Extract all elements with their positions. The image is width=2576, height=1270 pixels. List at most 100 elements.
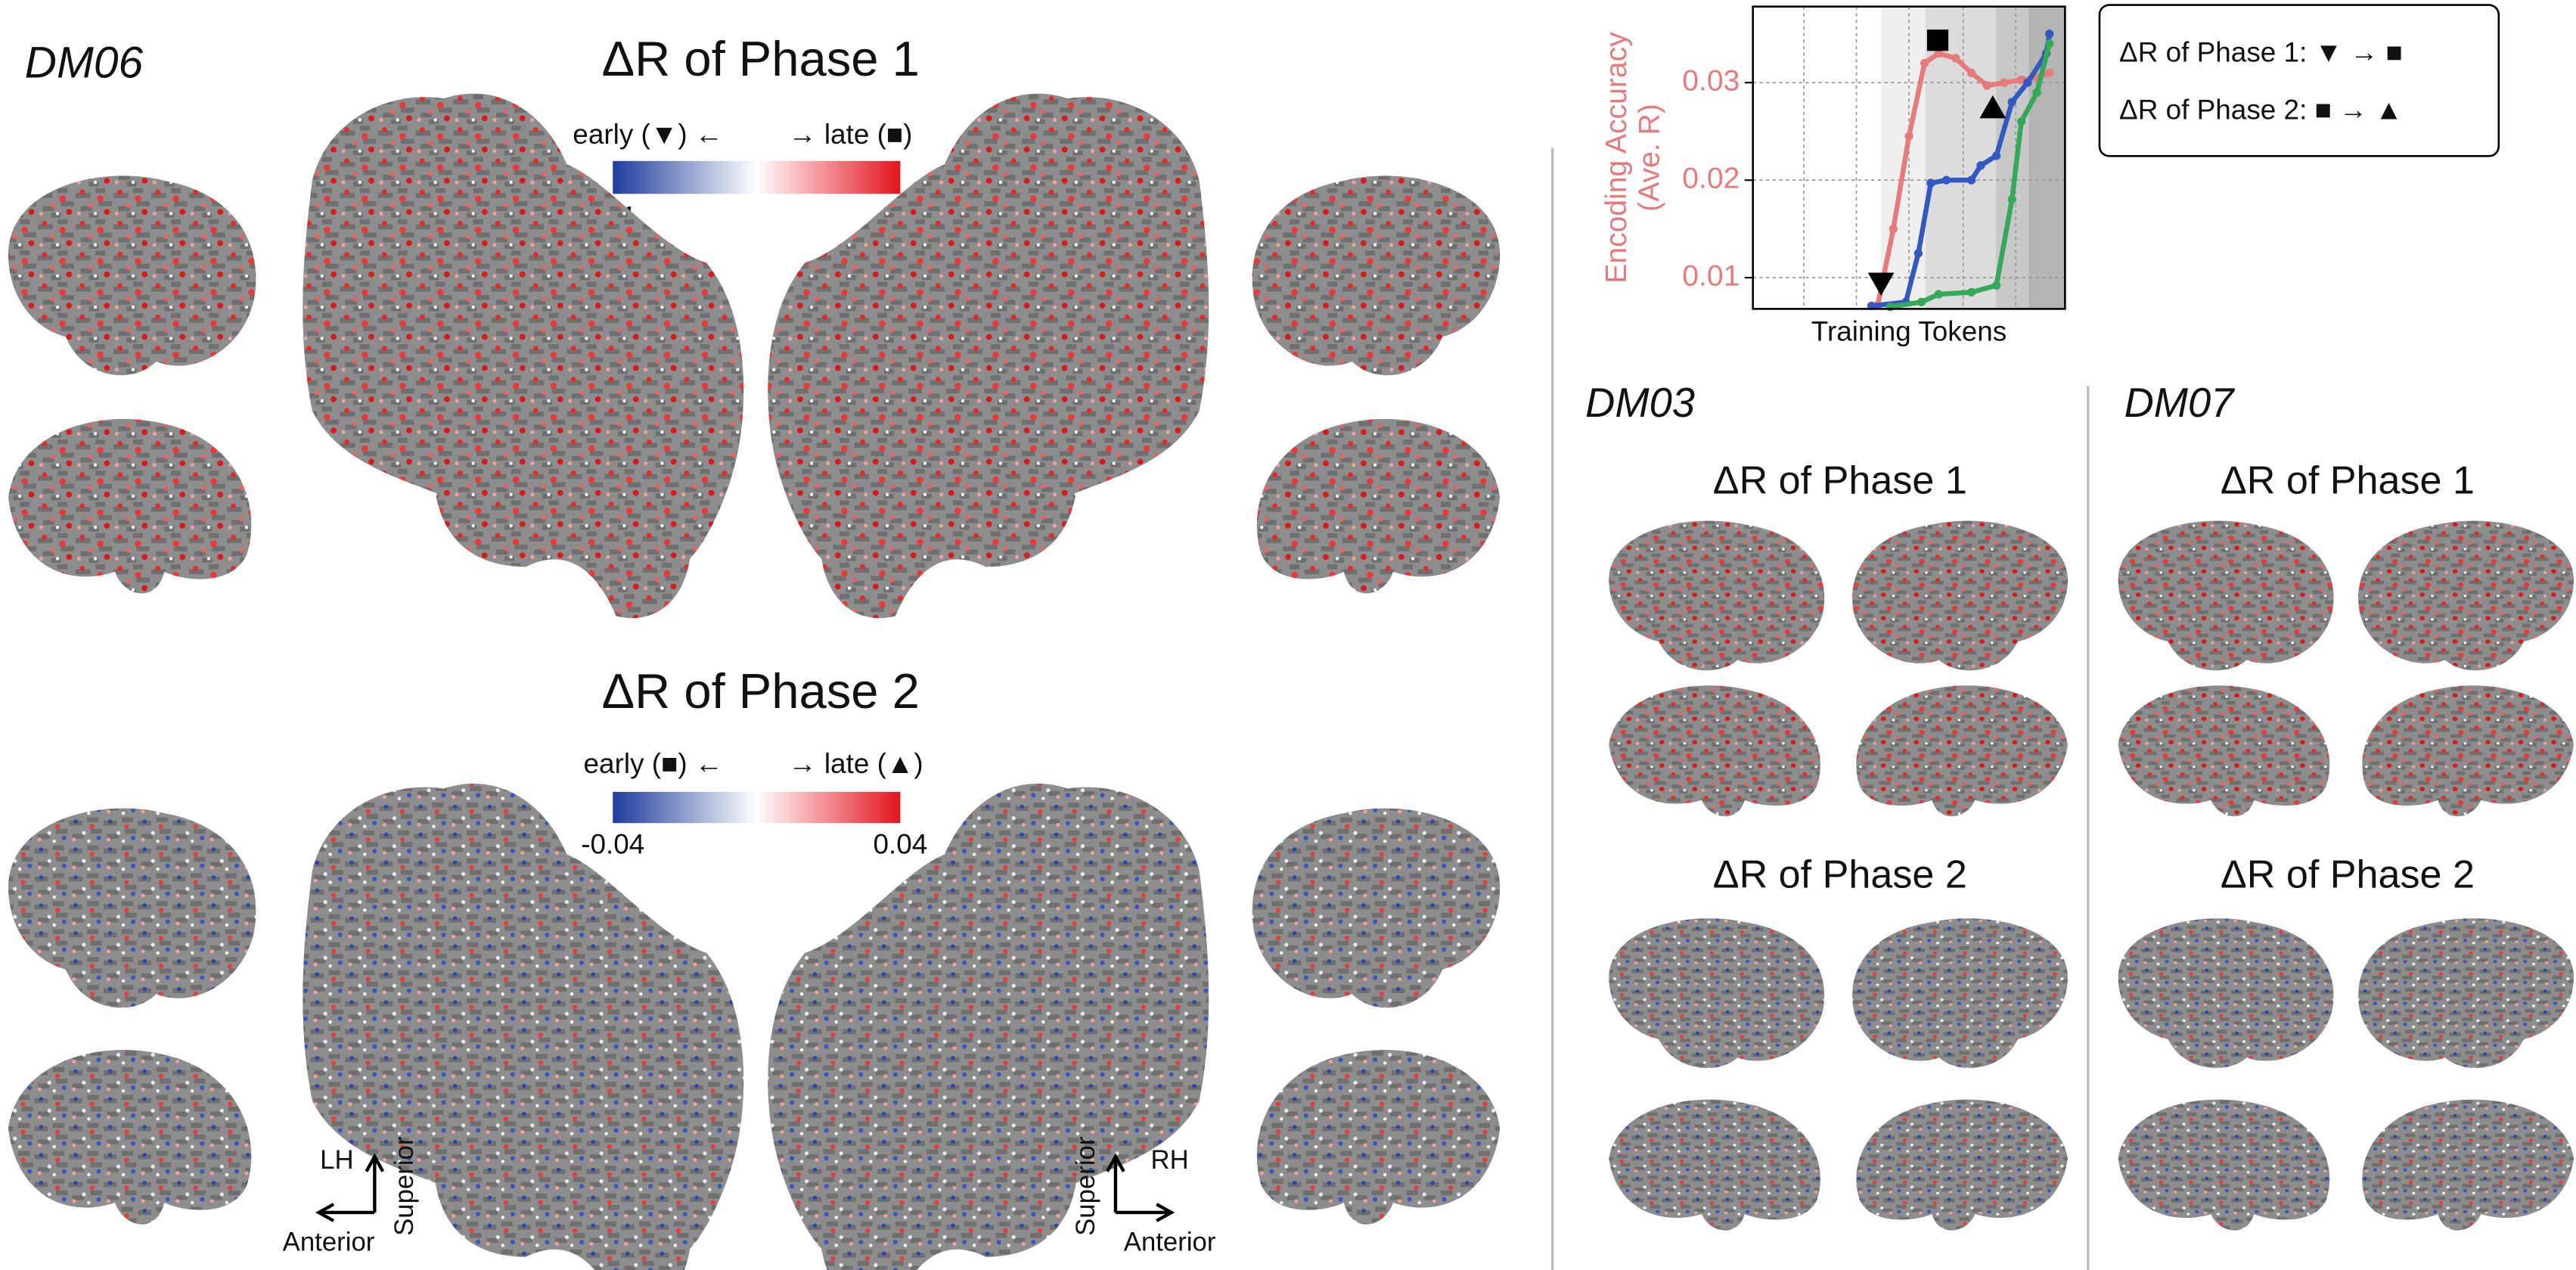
- colorbar-late: → late (▲): [789, 748, 923, 779]
- subject-label: DM06: [25, 38, 144, 87]
- legend-entry: ΔR of Phase 2: ■ → ▲: [2119, 94, 2403, 125]
- series-point: [1941, 175, 1951, 185]
- series-point: [2000, 78, 2009, 87]
- arrow: [1106, 1153, 1125, 1213]
- colorbar-late: → late (■): [789, 119, 913, 150]
- series-point: [1920, 58, 1929, 68]
- direction-label: Anterior: [1124, 1228, 1216, 1256]
- brain-lateral: [2358, 520, 2574, 671]
- series-line: [1871, 33, 2052, 309]
- arrow: [315, 1203, 375, 1222]
- brain-lateral: [8, 175, 256, 376]
- subject-label: DM03: [1585, 380, 1695, 426]
- legend-entry: ΔR of Phase 1: ▼ → ■: [2119, 36, 2403, 67]
- direction-label: Anterior: [283, 1228, 375, 1256]
- orientation-lh: [315, 1153, 385, 1222]
- series-point: [1889, 224, 1898, 234]
- series-point: [1934, 48, 1943, 58]
- marker-down: [1867, 272, 1895, 296]
- series-point: [1926, 179, 1935, 188]
- series-point: [2007, 195, 2016, 204]
- brain-medial: [1856, 685, 2068, 817]
- panel-title: ΔR of Phase 1: [602, 31, 920, 86]
- brain-medial: [2118, 685, 2330, 817]
- series-point: [1991, 151, 2001, 160]
- colorbar-early: early (■) ←: [584, 748, 723, 779]
- colorbar: [613, 160, 901, 194]
- brain-lateral: [1252, 175, 1501, 376]
- brain-medial: [1856, 1099, 2068, 1231]
- brain-medial: [1609, 1099, 1820, 1231]
- series-point: [2023, 78, 2032, 87]
- series-point: [2032, 88, 2041, 97]
- series-point: [1885, 303, 1895, 312]
- accuracy-chart: 0.01 0.02 0.03 Training Tokens Encoding Accu…: [1600, 5, 2066, 347]
- series-point: [1966, 68, 1976, 78]
- subject-panels: DM03 ΔR of Phase 1 ΔR of Phase 2 DM07 ΔR of …: [1585, 380, 2574, 1231]
- series-point: [2045, 29, 2054, 39]
- x-axis-label: Training Tokens: [1811, 316, 2007, 347]
- direction-label: Superior: [1072, 1137, 1100, 1236]
- arrow: [365, 1153, 385, 1213]
- colorbar-min: -0.04: [581, 828, 644, 859]
- series-point: [1913, 249, 1923, 258]
- panel-title: ΔR of Phase 2: [1713, 853, 1967, 897]
- phase2-block: ΔR of Phase 2 early (■) ← → late (▲) -0.…: [8, 663, 1501, 1270]
- marker-up: [1979, 95, 2006, 119]
- series-point: [1991, 281, 2001, 290]
- panel-title: ΔR of Phase 1: [2221, 458, 2475, 502]
- series-point: [1982, 81, 1991, 90]
- brain-medial: [8, 1049, 252, 1225]
- series-point: [2045, 39, 2054, 48]
- direction-label: Superior: [390, 1137, 419, 1236]
- brain-medial: [1256, 1049, 1501, 1225]
- panel-title: ΔR of Phase 2: [2221, 853, 2475, 897]
- panel-title: ΔR of Phase 1: [1713, 458, 1967, 502]
- series-point: [1934, 290, 1943, 299]
- y-tick-label: 0.01: [1682, 259, 1740, 292]
- series-point: [2016, 117, 2026, 126]
- brain-medial: [2118, 1099, 2330, 1231]
- y-axis-label: (Ave. R): [1633, 104, 1665, 212]
- brain-medial: [1609, 685, 1820, 817]
- colorbar-max: 0.04: [873, 828, 927, 859]
- series-point: [1966, 287, 1976, 297]
- brain-lateral: [2118, 520, 2334, 671]
- hemisphere-label: LH: [320, 1146, 353, 1175]
- panel-title: ΔR of Phase 2: [602, 663, 920, 719]
- y-tick-label: 0.02: [1682, 162, 1740, 194]
- brain-lateral: [1852, 520, 2068, 671]
- subject-label: DM07: [2124, 380, 2236, 426]
- brain-medial: [2362, 1099, 2574, 1231]
- marker-square: [1926, 29, 1949, 51]
- hemisphere-label: RH: [1151, 1146, 1189, 1175]
- phase1-block: ΔR of Phase 1 early (▼) ← → late (■) -0.…: [8, 31, 1501, 619]
- orientation-rh: [1106, 1153, 1175, 1222]
- flatmap-left: [303, 783, 744, 1270]
- plot-frame: [1752, 5, 2066, 310]
- y-tick-label: 0.03: [1682, 65, 1740, 98]
- arrow: [1115, 1203, 1175, 1222]
- brain-medial: [2362, 685, 2574, 817]
- legend-box: [2098, 4, 2500, 157]
- brain-lateral: [8, 808, 256, 1008]
- series-point: [1916, 297, 1926, 306]
- series-point: [1951, 54, 1960, 63]
- brain-lateral: [1609, 520, 1825, 671]
- series-point: [1966, 175, 1976, 185]
- brain-lateral: [2358, 918, 2574, 1069]
- y-axis-label: Encoding Accuracy: [1600, 32, 1633, 284]
- colorbar-early: early (▼) ←: [573, 119, 723, 150]
- series-point: [2045, 68, 2054, 78]
- flatmap-right: [768, 783, 1209, 1270]
- colorbar: [613, 791, 901, 824]
- series-point: [1976, 161, 1985, 170]
- brain-medial: [1256, 418, 1501, 594]
- brain-lateral: [1852, 918, 2068, 1069]
- brain-lateral: [1609, 918, 1825, 1069]
- brain-lateral: [2118, 918, 2334, 1069]
- brain-lateral: [1252, 808, 1501, 1008]
- series-point: [2007, 98, 2016, 107]
